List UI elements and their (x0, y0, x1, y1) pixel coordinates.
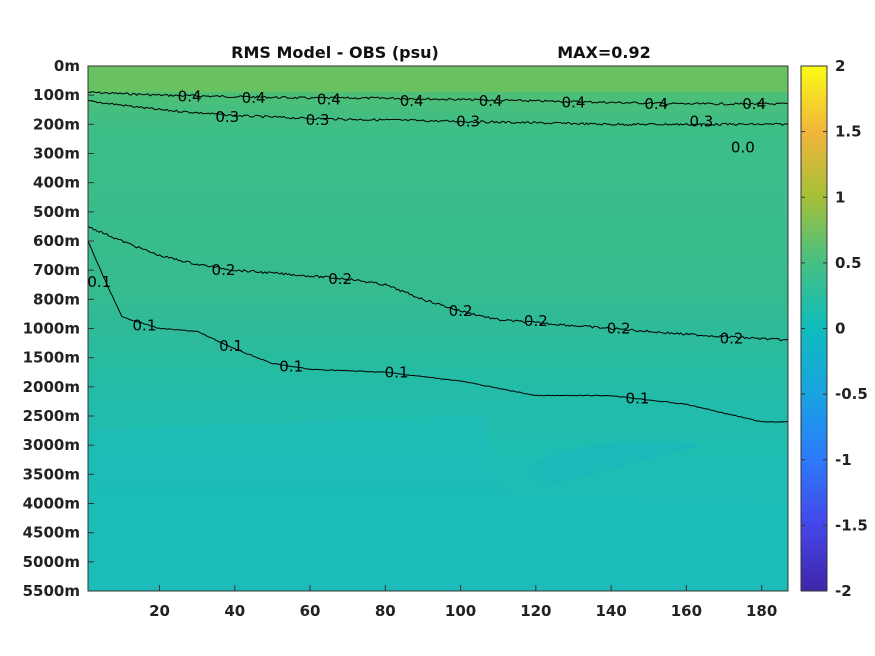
y-tick-label: 2000m (23, 378, 80, 396)
contour-label: 0.3 (306, 111, 330, 129)
deep-water-low-region (88, 415, 788, 591)
max-annotation: MAX=0.92 (557, 43, 651, 62)
colorbar-tick-label: 1 (835, 188, 845, 206)
colorbar-tick-label: -1 (835, 451, 852, 469)
x-tick-label: 20 (149, 602, 170, 620)
contour-label: 0.3 (690, 112, 714, 130)
contour-lines (88, 91, 788, 423)
contour-label: 0.4 (178, 88, 202, 106)
y-tick-label: 700m (33, 261, 80, 279)
colorbar-tick-label: 1.5 (835, 123, 862, 141)
x-tick-label: 80 (375, 602, 396, 620)
contour-label: 0.0 (731, 139, 755, 157)
contour-line-0-3 (88, 99, 788, 126)
y-tick-label: 400m (33, 174, 80, 192)
contour-line-0-1 (88, 240, 788, 423)
x-tick-label: 60 (300, 602, 321, 620)
y-tick-label: 800m (33, 290, 80, 308)
x-tick-label: 100 (445, 602, 476, 620)
y-tick-label: 500m (33, 203, 80, 221)
x-tick-label: 120 (520, 602, 551, 620)
y-axis: 0m 100m 200m 300m 400m 500m 600m 700m 800m 1000m 1… (23, 57, 94, 600)
contour-line-0-4 (88, 91, 788, 106)
y-tick-label: 1500m (23, 349, 80, 367)
contour-label: 0.1 (219, 337, 243, 355)
contour-label: 0.4 (562, 93, 586, 111)
plot-area: 0.4 0.4 0.4 0.4 0.4 0.4 0.4 0.40.3 0.3 0.3 0.30.2 0… (87, 66, 788, 591)
contour-label: 0.2 (607, 320, 631, 338)
deep-minimum-patch (525, 441, 700, 488)
colorbar-tick-label: 0.5 (835, 254, 862, 272)
y-tick-label: 300m (33, 145, 80, 163)
x-tick-label: 40 (224, 602, 245, 620)
chart-title: RMS Model - OBS (psu) (231, 43, 439, 62)
x-tick-label: 160 (671, 602, 702, 620)
contour-label: 0.1 (133, 317, 157, 335)
x-tick-label: 140 (595, 602, 626, 620)
contour-label: 0.4 (644, 95, 668, 113)
colorbar-tick-label: -1.5 (835, 516, 868, 534)
contour-label: 0.3 (456, 112, 480, 130)
contour-label: 0.4 (479, 92, 503, 110)
y-tick-label: 4500m (23, 524, 80, 542)
contour-label: 0.2 (524, 312, 548, 330)
y-tick-label: 4000m (23, 495, 80, 513)
x-tick-label: 180 (746, 602, 777, 620)
contour-line-0-2 (88, 225, 788, 342)
y-tick-label: 600m (33, 232, 80, 250)
y-tick-label: 3000m (23, 436, 80, 454)
contour-label: 0.2 (328, 270, 352, 288)
colorbar-tick-label: 2 (835, 57, 845, 75)
contour-label: 0.2 (720, 330, 744, 348)
y-tick-label: 100m (33, 86, 80, 104)
colorbar-ticks: 2 1.5 1 0.5 0 -0.5 -1 -1.5 -2 (801, 57, 868, 600)
contour-label: 0.1 (385, 363, 409, 381)
contour-labels: 0.4 0.4 0.4 0.4 0.4 0.4 0.4 0.40.3 0.3 0.3 0.30.2 0… (87, 88, 766, 408)
contour-label: 0.3 (215, 108, 239, 126)
colorbar-scale (800, 65, 828, 592)
colorbar-tick-label: -2 (835, 582, 852, 600)
y-tick-label: 1000m (23, 320, 80, 338)
x-axis: 20 40 60 80 100 120 140 160 180 (149, 585, 777, 620)
colorbar: 2 1.5 1 0.5 0 -0.5 -1 -1.5 -2 (800, 57, 868, 600)
colorbar-tick-label: -0.5 (835, 385, 868, 403)
contour-label: 0.4 (317, 91, 341, 109)
y-tick-label: 5000m (23, 553, 80, 571)
contour-label: 0.1 (279, 357, 303, 375)
y-tick-label: 0m (54, 57, 80, 75)
y-tick-label: 2500m (23, 407, 80, 425)
colorbar-tick-label: 0 (835, 320, 845, 338)
contour-label: 0.1 (87, 273, 111, 291)
surface-noise-band (88, 66, 788, 92)
contour-label: 0.4 (242, 89, 266, 107)
contour-label: 0.2 (212, 261, 236, 279)
contour-label: 0.4 (400, 92, 424, 110)
contour-label: 0.2 (449, 302, 473, 320)
y-tick-label: 5500m (23, 582, 80, 600)
contour-label: 0.1 (626, 390, 650, 408)
contour-label: 0.4 (742, 95, 766, 113)
y-tick-label: 3500m (23, 465, 80, 483)
y-tick-label: 200m (33, 115, 80, 133)
